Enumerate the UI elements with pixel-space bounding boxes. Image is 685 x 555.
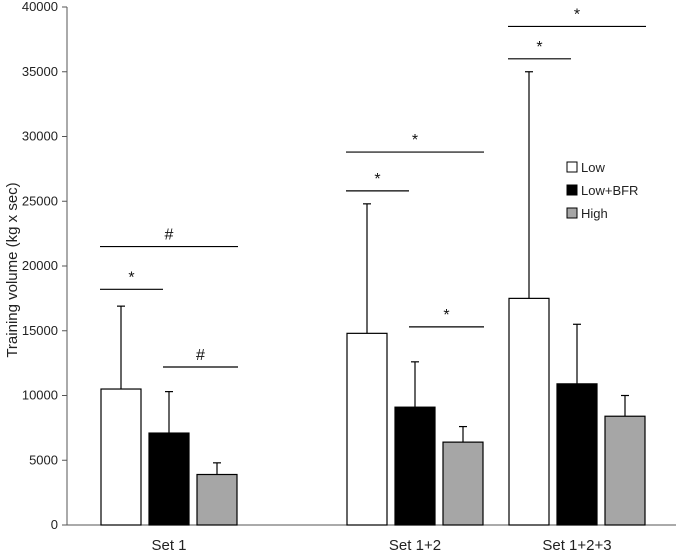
category-labels: Set 1 Set 1+2 Set 1+2+3 (151, 537, 611, 554)
bar-high-3 (604, 415, 646, 526)
bar-low-bfr-3 (556, 383, 598, 526)
significance-symbol: * (412, 132, 418, 149)
significance-symbol: # (196, 347, 205, 364)
legend-swatch (566, 207, 578, 219)
y-tick-label: 5000 (29, 452, 58, 467)
significance-symbol: * (443, 307, 449, 324)
y-tick-label: 0 (51, 517, 58, 532)
category-label: Set 1 (151, 537, 186, 554)
significance-annotations: * # # * * * * * (100, 6, 646, 368)
legend-swatch (566, 161, 578, 173)
bar-low-2 (346, 332, 388, 526)
bar-low-1 (100, 388, 142, 526)
y-axis-label: Training volume (kg x sec) (4, 182, 21, 357)
legend-swatch (566, 184, 578, 196)
y-tick-label: 25000 (22, 193, 58, 208)
y-tick-label: 15000 (22, 323, 58, 338)
significance-symbol: * (128, 269, 134, 286)
y-tick-label: 30000 (22, 129, 58, 144)
category-label: Set 1+2+3 (542, 537, 611, 554)
significance-symbol: * (574, 6, 580, 23)
legend-label: Low+BFR (581, 183, 638, 198)
bar-high-2 (442, 441, 484, 526)
bar-low-bfr-2 (394, 406, 436, 526)
y-tick-label: 35000 (22, 64, 58, 79)
bar-high-1 (196, 473, 238, 526)
legend-label: Low (581, 160, 605, 175)
significance-symbol: # (165, 227, 174, 244)
y-tick-label: 40000 (22, 0, 58, 14)
y-tick-label: 20000 (22, 258, 58, 273)
legend-label: High (581, 206, 608, 221)
legend: Low Low+BFR High (566, 160, 638, 221)
category-label: Set 1+2 (389, 537, 441, 554)
y-tick-labels: 0 5000 10000 15000 20000 25000 30000 35000 40000 (22, 0, 58, 532)
bar-low-3 (508, 297, 550, 526)
y-tick-label: 10000 (22, 388, 58, 403)
bars (100, 297, 646, 526)
bar-low-bfr-1 (148, 432, 190, 526)
error-bars (117, 71, 629, 475)
significance-symbol: * (374, 171, 380, 188)
significance-symbol: * (536, 39, 542, 56)
